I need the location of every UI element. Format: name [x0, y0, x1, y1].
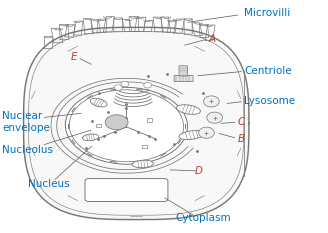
Ellipse shape: [179, 130, 205, 140]
FancyBboxPatch shape: [174, 75, 193, 82]
Ellipse shape: [176, 105, 200, 114]
Text: Microvilli: Microvilli: [244, 8, 290, 18]
Circle shape: [144, 82, 152, 88]
FancyBboxPatch shape: [85, 178, 168, 202]
Circle shape: [203, 96, 219, 107]
Ellipse shape: [82, 134, 99, 141]
Ellipse shape: [69, 90, 184, 162]
Bar: [96, 124, 101, 127]
Text: Lysosome: Lysosome: [244, 96, 295, 106]
Polygon shape: [24, 27, 249, 219]
Circle shape: [207, 112, 222, 123]
Ellipse shape: [132, 160, 154, 168]
Ellipse shape: [90, 98, 107, 107]
Text: C: C: [237, 117, 245, 127]
Text: Nuclear
envelope: Nuclear envelope: [2, 111, 50, 133]
Text: A: A: [208, 34, 215, 44]
Text: B: B: [237, 134, 245, 144]
Bar: [142, 145, 147, 148]
Text: Nucleus: Nucleus: [29, 179, 70, 189]
Text: E: E: [71, 52, 77, 62]
Circle shape: [121, 81, 129, 87]
Text: D: D: [195, 166, 203, 176]
Text: Centriole: Centriole: [244, 66, 292, 76]
Circle shape: [114, 85, 122, 90]
Text: Cytoplasm: Cytoplasm: [175, 213, 231, 223]
FancyBboxPatch shape: [179, 66, 188, 76]
Ellipse shape: [105, 115, 128, 130]
Text: Nucleolus: Nucleolus: [2, 145, 53, 155]
Ellipse shape: [65, 87, 188, 164]
Circle shape: [199, 127, 214, 138]
Bar: [147, 118, 152, 122]
